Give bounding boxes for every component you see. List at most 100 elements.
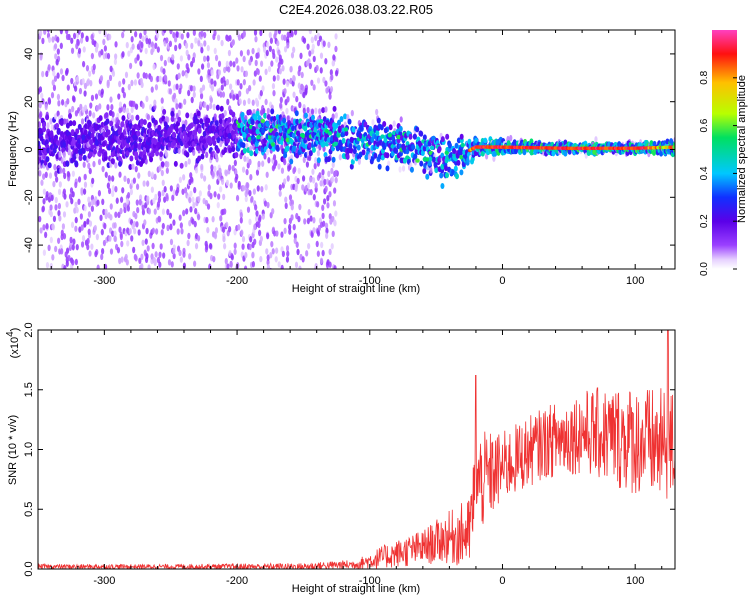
spectrogram-cell — [156, 256, 161, 264]
spectrogram-xtick-label: -100 — [359, 275, 381, 287]
spectrogram-cell — [192, 91, 196, 98]
spectrogram-cell — [161, 179, 165, 186]
spectrogram-cell — [78, 87, 83, 95]
spectrogram-cell — [213, 191, 217, 198]
spectrogram-cell — [419, 160, 424, 167]
spectrogram-cell — [213, 232, 218, 240]
spectrogram-cell — [312, 227, 316, 234]
spectrogram-cell — [328, 213, 332, 220]
spectrogram-cell — [75, 243, 79, 251]
spectrogram-cell — [62, 188, 66, 195]
spectrogram-cell — [79, 103, 83, 111]
spectrogram-cell — [447, 142, 452, 149]
spectrogram-cell — [109, 214, 113, 221]
spectrogram-cell — [196, 110, 201, 117]
spectrogram-cell — [138, 257, 142, 265]
spectrogram-cell — [71, 259, 75, 266]
spectrogram-cell — [377, 163, 382, 170]
spectrogram-cell — [118, 160, 123, 167]
spectrogram-cell — [269, 37, 273, 44]
spectrogram-cell — [153, 99, 157, 106]
spectrogram-cell — [277, 30, 282, 35]
spectrogram-cell — [185, 71, 189, 79]
spectrogram-cell — [239, 83, 243, 90]
spectrogram-cell — [271, 48, 275, 56]
spectrogram-cell — [197, 127, 202, 134]
spectrogram-cell — [496, 140, 501, 147]
spectrogram-cell — [315, 240, 319, 248]
spectrogram-cell — [154, 251, 158, 258]
spectrogram-cell — [120, 240, 124, 248]
spectrogram-cell — [383, 127, 388, 134]
spectrogram-cell — [189, 112, 193, 120]
spectrogram-peak — [672, 145, 675, 149]
spectrogram-cell — [331, 156, 336, 163]
spectrogram-cell — [125, 41, 129, 49]
spectrogram-cell — [117, 211, 121, 219]
spectrogram-peak — [387, 132, 393, 138]
spectrogram-cell — [385, 152, 390, 159]
spectrogram-cell — [244, 195, 248, 203]
spectrogram-cell — [230, 89, 234, 96]
spectrogram-cell — [147, 264, 151, 269]
spectrogram-cell — [290, 199, 295, 206]
spectrogram-cell — [206, 104, 210, 111]
spectrogram-cell — [454, 142, 459, 149]
spectrogram-cell — [219, 186, 223, 193]
spectrogram-cell — [312, 84, 316, 91]
spectrogram-cell — [199, 92, 204, 100]
spectrogram-cell — [316, 230, 321, 237]
spectrogram-cell — [223, 66, 227, 74]
spectrogram-cell — [283, 227, 287, 234]
spectrogram-cell — [64, 251, 68, 258]
spectrogram-cell — [74, 258, 78, 266]
spectrogram-cell — [250, 195, 254, 203]
spectrogram-cell — [121, 120, 125, 127]
spectrogram-cell — [156, 75, 160, 83]
spectrogram-cell — [307, 142, 312, 149]
spectrogram-cell — [275, 56, 279, 63]
spectrogram-cell — [168, 0, 171, 1]
spectrogram-cell — [213, 47, 217, 55]
spectrogram-cell — [317, 224, 322, 232]
colorbar-label: Normalized spectral amplitude — [736, 75, 748, 223]
spectrogram-cell — [214, 227, 219, 234]
spectrogram-cell — [167, 80, 171, 87]
spectrogram-cell — [41, 205, 45, 212]
spectrogram-cell — [144, 47, 148, 55]
spectrogram-cell — [246, 49, 250, 56]
spectrogram-cell — [302, 37, 307, 44]
spectrogram-cell — [117, 93, 121, 100]
spectrogram-cell — [218, 167, 222, 174]
spectrogram-cell — [158, 261, 162, 268]
spectrogram-cell — [248, 286, 251, 292]
spectrogram-cell — [117, 138, 122, 145]
spectrogram-cell — [303, 112, 308, 119]
spectrogram-cell — [125, 259, 129, 266]
spectrogram-cell — [163, 186, 167, 193]
spectrogram-cell — [331, 60, 335, 67]
colorbar-tick-label: 0.8 — [699, 70, 710, 84]
spectrogram-cell — [334, 33, 338, 40]
spectrogram-cell — [242, 31, 246, 38]
spectrogram-cell — [285, 107, 289, 115]
spectrogram-cell — [95, 42, 99, 49]
spectrogram-cell — [153, 258, 157, 265]
spectrogram-cell — [161, 222, 165, 230]
spectrogram-cell — [90, 132, 95, 139]
spectrogram-cell — [219, 91, 223, 98]
spectrogram-cell — [80, 189, 84, 196]
spectrogram-cell — [80, 241, 85, 248]
spectrogram-cell — [409, 166, 414, 173]
spectrogram-cell — [87, 196, 91, 203]
spectrogram-cell — [375, 108, 379, 116]
spectrogram-cell — [268, 45, 272, 52]
spectrogram-cell — [99, 0, 102, 5]
snr-marks — [38, 330, 675, 569]
spectrogram-cell — [90, 205, 94, 212]
spectrogram-cell — [216, 34, 221, 41]
spectrogram-cell — [509, 134, 513, 142]
spectrogram-cell — [253, 30, 258, 36]
spectrogram-cell — [114, 53, 118, 60]
spectrogram-cell — [227, 49, 232, 57]
